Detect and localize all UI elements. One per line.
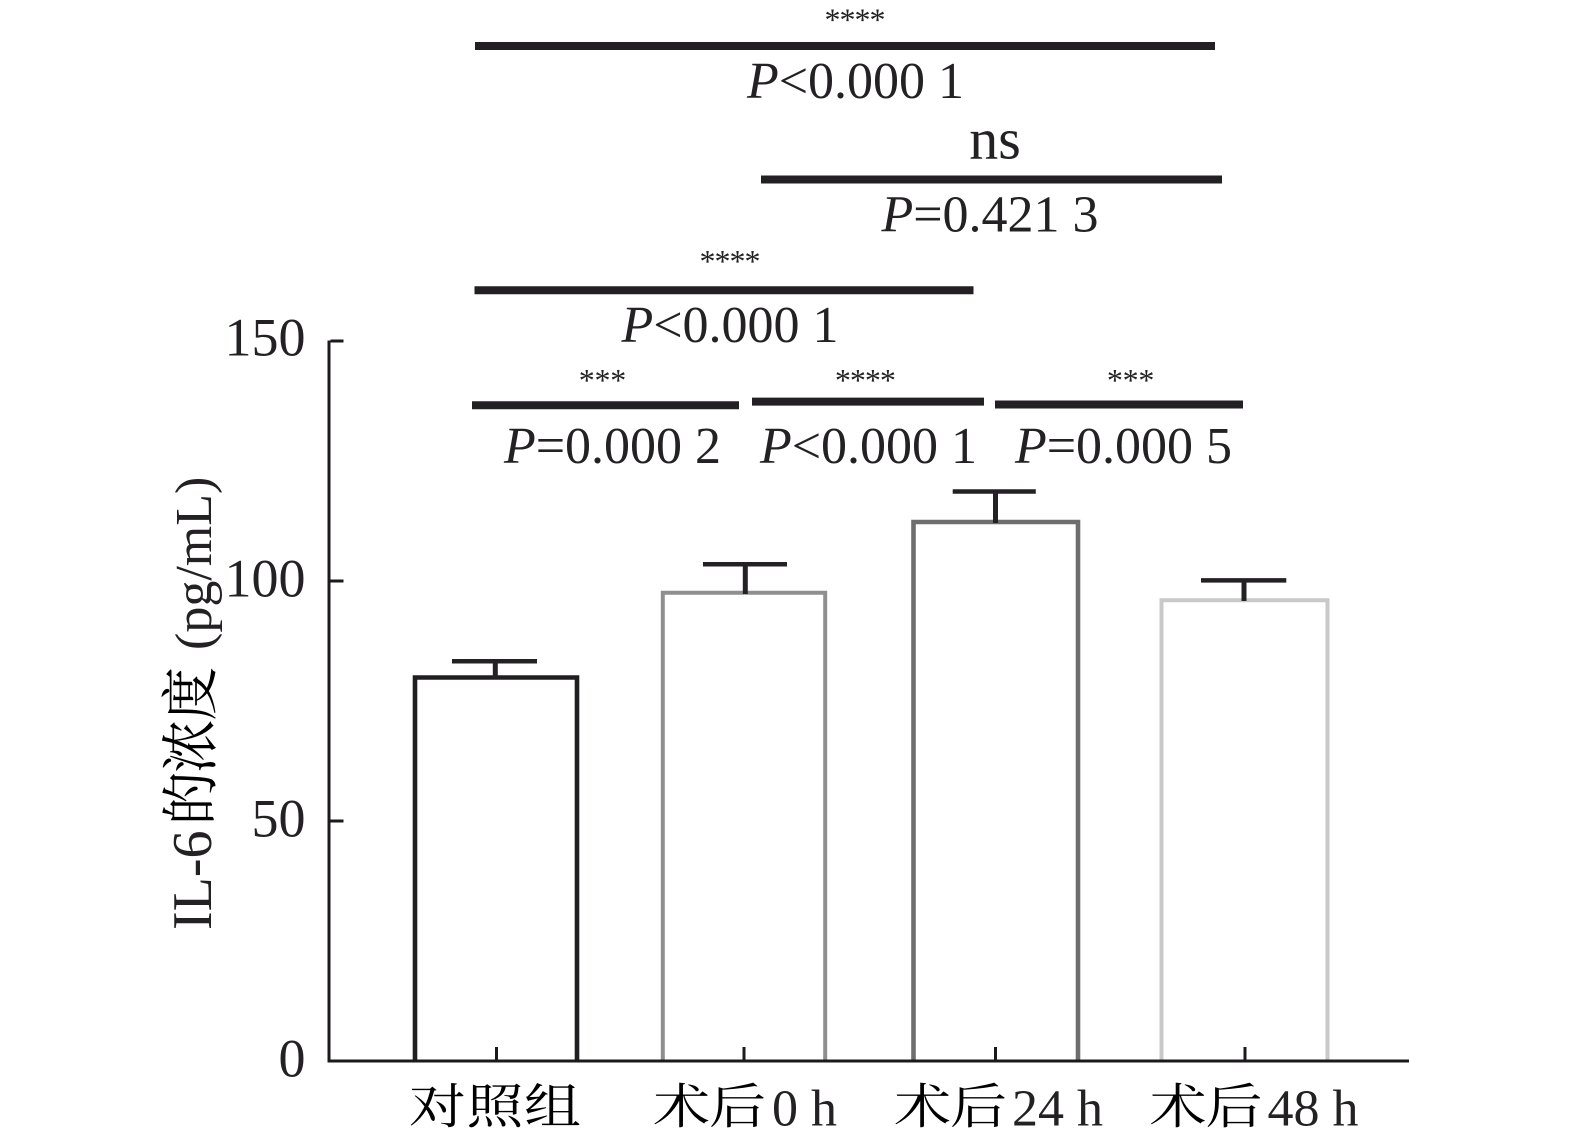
svg-text:ns: ns [969,107,1021,172]
svg-text:100: 100 [225,549,306,609]
svg-text:150: 150 [225,308,306,368]
svg-text:(pg/mL): (pg/mL) [166,477,223,650]
svg-text:24 h: 24 h [1012,1081,1103,1138]
svg-text:P<0.000 1: P<0.000 1 [746,53,964,110]
svg-text:IL-6: IL-6 [162,830,224,930]
svg-text:P=0.000 2: P=0.000 2 [503,418,721,475]
svg-text:****: **** [835,362,896,398]
svg-text:48 h: 48 h [1268,1081,1359,1138]
svg-text:P=0.421 3: P=0.421 3 [880,187,1098,244]
svg-text:****: **** [700,243,761,279]
svg-text:***: *** [579,362,627,398]
svg-text:0: 0 [279,1029,306,1089]
svg-text:0 h: 0 h [772,1081,837,1138]
svg-text:50: 50 [252,789,306,849]
svg-text:P<0.000 1: P<0.000 1 [620,297,838,354]
svg-text:P<0.000 1: P<0.000 1 [759,418,977,475]
svg-text:P=0.000 5: P=0.000 5 [1014,418,1232,475]
svg-text:***: *** [1107,362,1155,398]
svg-text:****: **** [825,2,886,38]
